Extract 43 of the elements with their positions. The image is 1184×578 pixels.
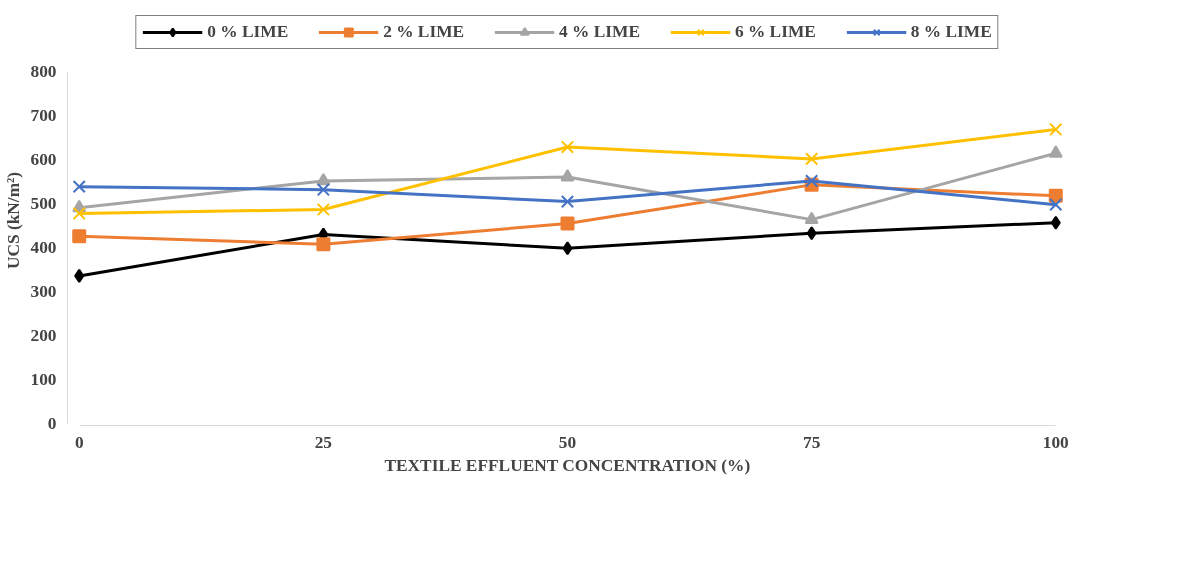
x-tick-label: 75 (802, 432, 821, 452)
point (1049, 122, 1063, 137)
y-axis-title: UCS (kN/m²) (3, 171, 23, 270)
y-tick-label: 200 (30, 326, 57, 346)
point (560, 169, 575, 182)
point (1048, 188, 1063, 203)
y-tick-label: 700 (30, 106, 57, 126)
y-tick-label: 800 (30, 62, 57, 82)
legend-label: 8 % LIME (910, 22, 992, 42)
point (316, 183, 331, 197)
point (316, 202, 331, 217)
point (1048, 145, 1063, 158)
x-axis-title: TEXTILE EFFLUENT CONCENTRATION (%) (384, 455, 751, 475)
point (72, 206, 86, 221)
x-tick-label: 25 (314, 432, 333, 452)
y-tick-label: 500 (30, 194, 57, 214)
point (560, 140, 575, 154)
legend-label: 6 % LIME (734, 22, 816, 42)
point (72, 229, 87, 244)
point (804, 174, 819, 188)
legend-label: 2 % LIME (383, 22, 465, 42)
y-tick-label: 300 (30, 282, 57, 302)
point (72, 179, 86, 194)
point (1050, 215, 1061, 230)
y-tick-label: 100 (30, 370, 57, 390)
point (560, 194, 575, 209)
legend-label: 0 % LIME (207, 22, 289, 42)
point (316, 172, 331, 186)
y-tick-label: 400 (30, 238, 57, 258)
point (806, 226, 817, 241)
point (560, 216, 575, 231)
point (316, 237, 331, 252)
point (804, 152, 819, 166)
y-tick-label: 600 (30, 150, 57, 170)
point (1049, 198, 1063, 212)
y-tick-label: 0 (47, 414, 57, 434)
x-tick-label: 50 (558, 432, 577, 452)
legend-label: 4 % LIME (559, 22, 640, 42)
point (562, 241, 573, 256)
x-tick-label: 0 (74, 432, 84, 452)
point (74, 268, 85, 283)
x-tick-label: 100 (1042, 432, 1069, 452)
point (804, 211, 819, 225)
